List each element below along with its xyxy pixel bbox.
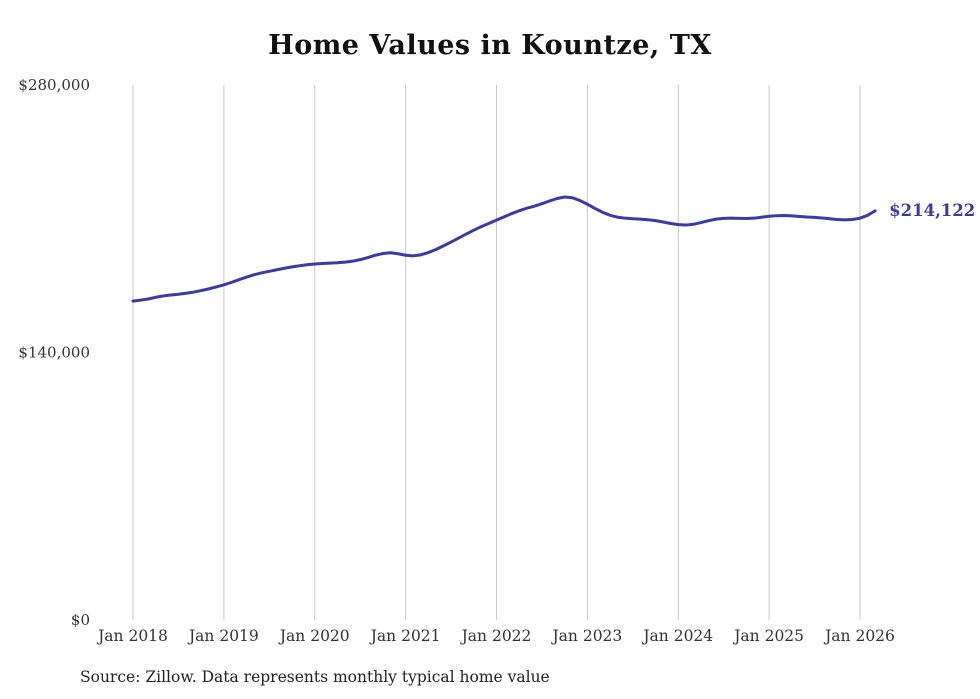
source-note: Source: Zillow. Data represents monthly …: [80, 668, 550, 686]
x-tick-label: Jan 2023: [550, 627, 622, 645]
x-tick-label: Jan 2021: [369, 627, 441, 645]
x-tick-label: Jan 2025: [732, 627, 804, 645]
x-tick-label: Jan 2019: [187, 627, 259, 645]
x-tick-label: Jan 2018: [96, 627, 168, 645]
y-tick-label: $280,000: [18, 76, 90, 94]
x-tick-label: Jan 2024: [641, 627, 713, 645]
y-tick-label: $0: [71, 611, 90, 629]
x-tick-label: Jan 2022: [460, 627, 532, 645]
value-line: [131, 195, 877, 303]
x-tick-label: Jan 2020: [278, 627, 350, 645]
end-value-label: $214,122: [889, 201, 975, 220]
chart-title: Home Values in Kountze, TX: [268, 30, 712, 61]
x-tick-label: Jan 2026: [823, 627, 895, 645]
y-tick-label: $140,000: [18, 344, 90, 362]
